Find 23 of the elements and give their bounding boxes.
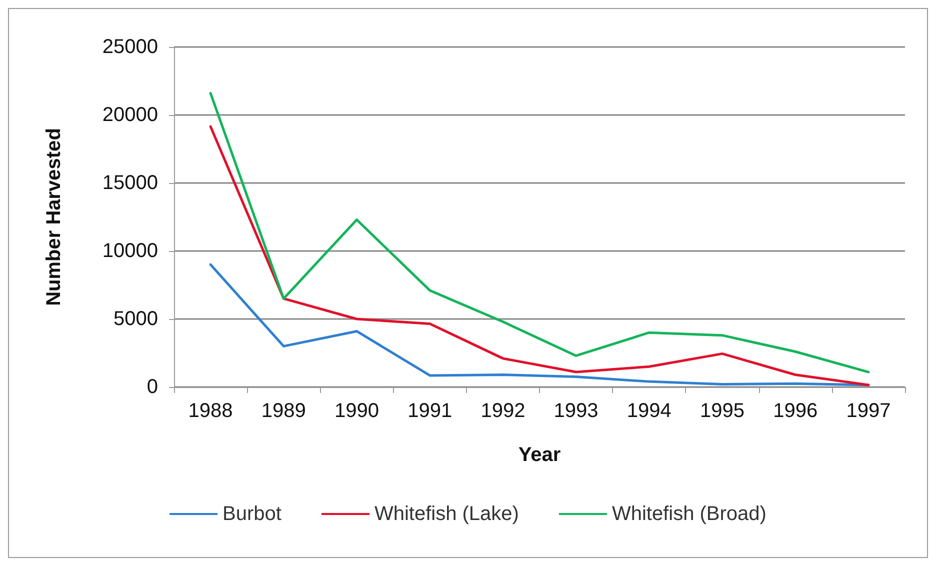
y-tick-label: 20000 [102,104,158,126]
legend-label: Whitefish (Lake) [374,503,519,525]
x-tick-label: 1997 [846,400,891,422]
x-tick-label: 1991 [408,400,452,422]
x-tick-label: 1994 [626,400,672,422]
y-tick-label: 15000 [102,172,158,194]
legend-label: Burbot [222,503,282,525]
legend-label: Whitefish (Broad) [612,503,766,525]
x-tick-label: 1996 [773,400,818,422]
x-tick-label: 1990 [334,400,379,422]
y-tick-label: 0 [146,376,158,398]
x-tick-label: 1993 [554,400,598,422]
line-series [209,92,870,374]
x-tick-label: 1995 [700,400,744,422]
y-tick-label: 10000 [102,240,158,262]
y-axis-title: Number Harvested [43,128,65,306]
y-tick-label: 5000 [114,308,158,330]
x-tick-label: 1992 [480,400,526,422]
x-tick-label: 1988 [188,400,233,422]
y-tick-label: 25000 [102,36,158,58]
line-series [209,125,870,386]
x-axis-title: Year [518,444,561,466]
x-tick-label: 1989 [261,400,306,422]
